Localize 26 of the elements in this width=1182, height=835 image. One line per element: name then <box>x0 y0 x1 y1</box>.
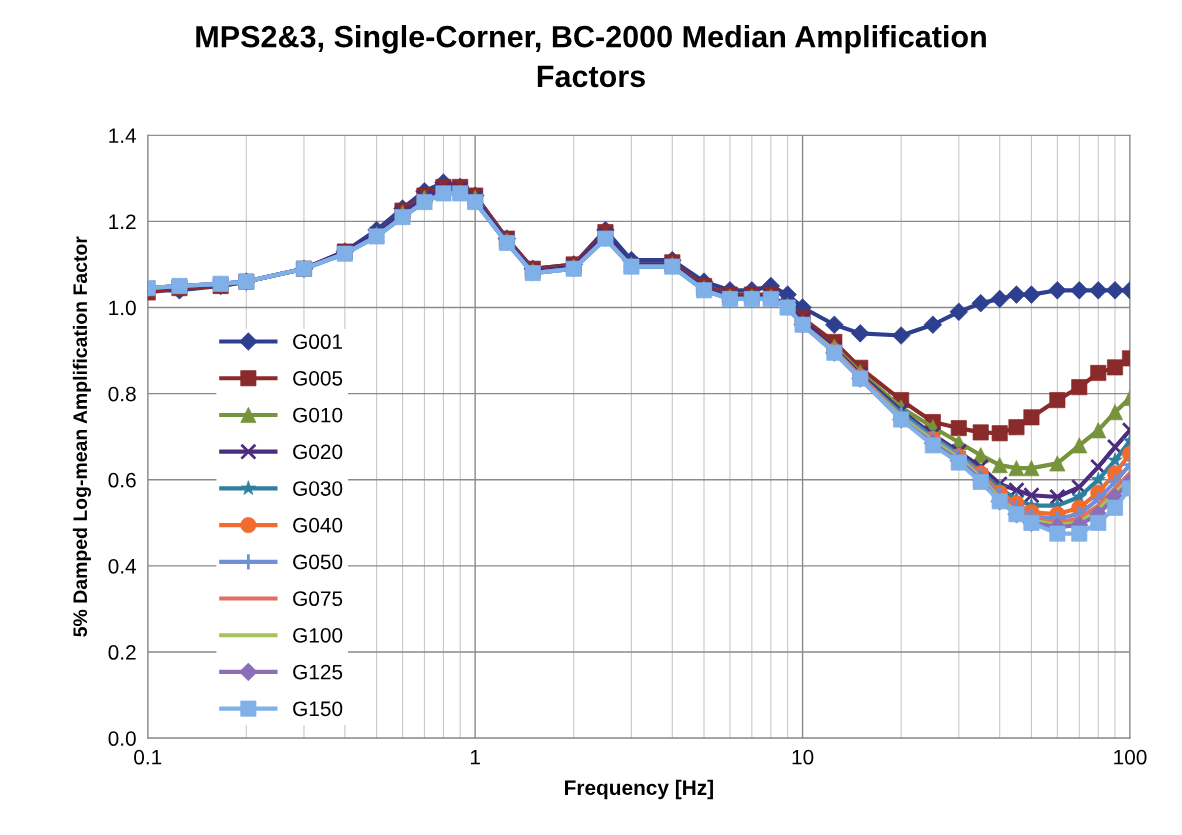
x-tick-label: 0.1 <box>134 749 162 765</box>
y-axis-title: 5% Damped Log-mean Amplification Factor <box>72 236 92 637</box>
y-tick-label: 0.2 <box>108 645 136 660</box>
x-tick-label: 1 <box>470 750 480 765</box>
y-tick-label: 0.0 <box>108 731 136 746</box>
y-tick-label: 0.6 <box>108 472 136 488</box>
x-tick-label: 10 <box>792 749 814 765</box>
y-tick-label: 1.2 <box>109 214 136 229</box>
legend-label: G030 <box>293 481 343 496</box>
legend-label: G020 <box>293 444 343 460</box>
y-tick-label: 1.0 <box>109 300 136 316</box>
legend-label: G040 <box>293 517 343 533</box>
legend-label: G001 <box>293 334 343 350</box>
legend-label: G150 <box>293 701 343 717</box>
y-tick-label: 1.4 <box>109 128 137 143</box>
legend-label: G050 <box>293 554 343 570</box>
legend-label: G100 <box>293 627 343 643</box>
chart-title: MPS2&3, Single-Corner, BC-2000 Median Amplification Factors <box>196 25 986 88</box>
legend-label: G075 <box>293 591 343 607</box>
legend-label: G010 <box>293 407 343 423</box>
y-tick-label: 0.4 <box>108 558 137 574</box>
x-axis-title: Frequency [Hz] <box>565 779 713 800</box>
legend-label: G125 <box>293 664 343 680</box>
y-tick-label: 0.8 <box>108 386 136 402</box>
legend-label: G005 <box>293 370 343 386</box>
x-tick-label: 100 <box>1114 749 1147 765</box>
